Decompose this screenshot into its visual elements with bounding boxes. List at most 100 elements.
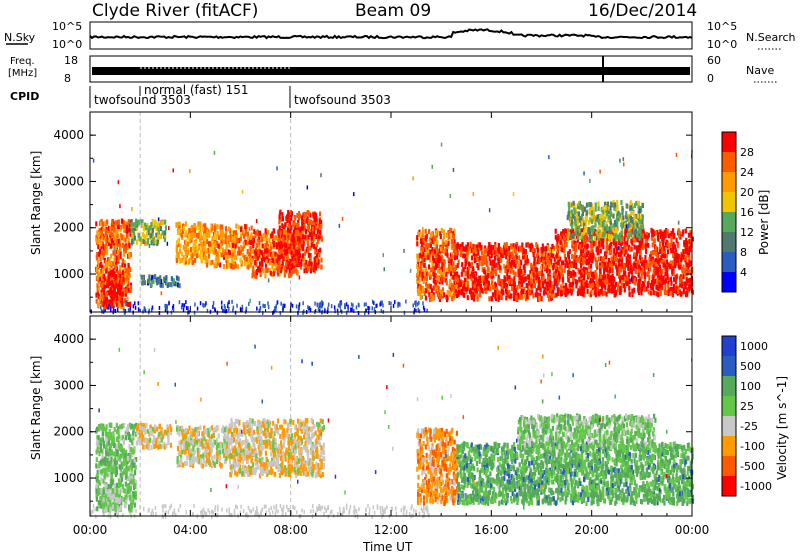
- echo-point: [278, 265, 281, 271]
- echo-point: [603, 256, 606, 262]
- echo-point: [133, 235, 137, 241]
- echo-point: [199, 237, 202, 243]
- echo-point: [525, 242, 528, 248]
- echo-point: [310, 242, 313, 248]
- echo-point: [635, 250, 638, 256]
- echo-point: [505, 242, 508, 248]
- echo-point: [542, 254, 545, 260]
- echo-point: [572, 233, 575, 239]
- echo-point: [475, 293, 478, 299]
- echo-point: [224, 252, 227, 258]
- echo-point: [175, 240, 179, 246]
- echo-point: [489, 244, 493, 250]
- cpid-row: CPID twofsound 3503 normal (fast) 151 tw…: [10, 83, 391, 108]
- echo-point: [624, 241, 627, 247]
- echo-point: [209, 248, 213, 254]
- echo-point: [186, 241, 189, 247]
- echo-point: [251, 269, 254, 275]
- echo-point: [536, 250, 539, 256]
- echo-point: [576, 237, 579, 243]
- echo-point: [575, 231, 578, 236]
- echo-point: [219, 230, 222, 236]
- echo-point: [108, 237, 111, 243]
- date-title: 16/Dec/2014: [588, 1, 697, 21]
- echo-point: [476, 263, 479, 268]
- echo-point: [591, 206, 594, 212]
- echo-point: [519, 275, 522, 280]
- echo-point: [147, 230, 150, 236]
- echo-point: [424, 235, 427, 241]
- ground-scatter-point: [339, 304, 341, 309]
- echo-point: [284, 265, 287, 271]
- echo-point: [538, 280, 541, 286]
- echo-point: [104, 277, 107, 283]
- echo-point: [578, 285, 581, 291]
- echo-point: [541, 276, 545, 282]
- echo-point: [302, 245, 305, 251]
- echo-point: [305, 211, 308, 217]
- echo-point: [107, 225, 110, 231]
- ground-scatter-point: [418, 300, 420, 305]
- echo-point: [478, 260, 481, 266]
- echo-point: [230, 244, 233, 250]
- echo-point: [427, 271, 430, 277]
- nsearch-tick-top: 10^5: [707, 20, 737, 33]
- echo-point: [264, 273, 267, 279]
- echo-point: [268, 267, 271, 273]
- echo-point: [301, 215, 304, 221]
- echo-point: [123, 260, 126, 266]
- echo-point: [616, 221, 619, 227]
- echo-point: [664, 290, 667, 295]
- echo-point: [211, 241, 214, 247]
- echo-point: [290, 240, 293, 246]
- echo-point: [449, 258, 452, 264]
- echo-point: [587, 219, 590, 225]
- echo-point: [128, 254, 131, 260]
- echo-point: [604, 226, 607, 232]
- echo-point: [436, 263, 439, 269]
- echo-point: [428, 292, 431, 298]
- echo-point: [467, 246, 470, 252]
- echo-point: [480, 244, 483, 250]
- echo-point: [273, 267, 276, 273]
- echo-point: [677, 243, 680, 249]
- echo-point: [605, 201, 608, 207]
- echo-point: [585, 244, 588, 250]
- echo-point: [181, 229, 184, 234]
- echo-point: [607, 262, 610, 268]
- echo-point: [621, 247, 624, 253]
- echo-point: [514, 258, 517, 264]
- echo-point: [604, 265, 607, 271]
- echo-point: [451, 233, 454, 239]
- echo-point: [314, 249, 317, 255]
- echo-point: [442, 248, 446, 254]
- echo-point: [427, 289, 430, 295]
- echo-point: [676, 252, 679, 258]
- echo-point: [637, 248, 640, 254]
- echo-point: [622, 248, 625, 254]
- echo-point: [258, 267, 262, 273]
- echo-point: [235, 223, 238, 229]
- echo-point: [633, 244, 636, 250]
- echo-point: [529, 247, 532, 253]
- echo-point: [541, 264, 544, 269]
- echo-point: [638, 228, 641, 234]
- echo-point: [660, 273, 663, 279]
- echo-point: [501, 248, 504, 254]
- echo-point: [589, 263, 593, 269]
- echo-point: [142, 226, 146, 232]
- ground-scatter-point: [282, 303, 284, 308]
- echo-point: [529, 269, 532, 275]
- echo-point: [122, 291, 125, 297]
- echo-point: [603, 251, 607, 257]
- echo-point: [456, 263, 459, 269]
- ground-scatter-point: [227, 301, 229, 306]
- echo-point: [604, 205, 607, 210]
- echo-point: [221, 252, 224, 258]
- echo-point: [128, 273, 131, 278]
- ground-scatter-point: [275, 308, 277, 313]
- echo-point: [628, 285, 631, 291]
- echo-point: [151, 218, 154, 224]
- echo-point: [580, 268, 583, 274]
- echo-point: [286, 254, 289, 260]
